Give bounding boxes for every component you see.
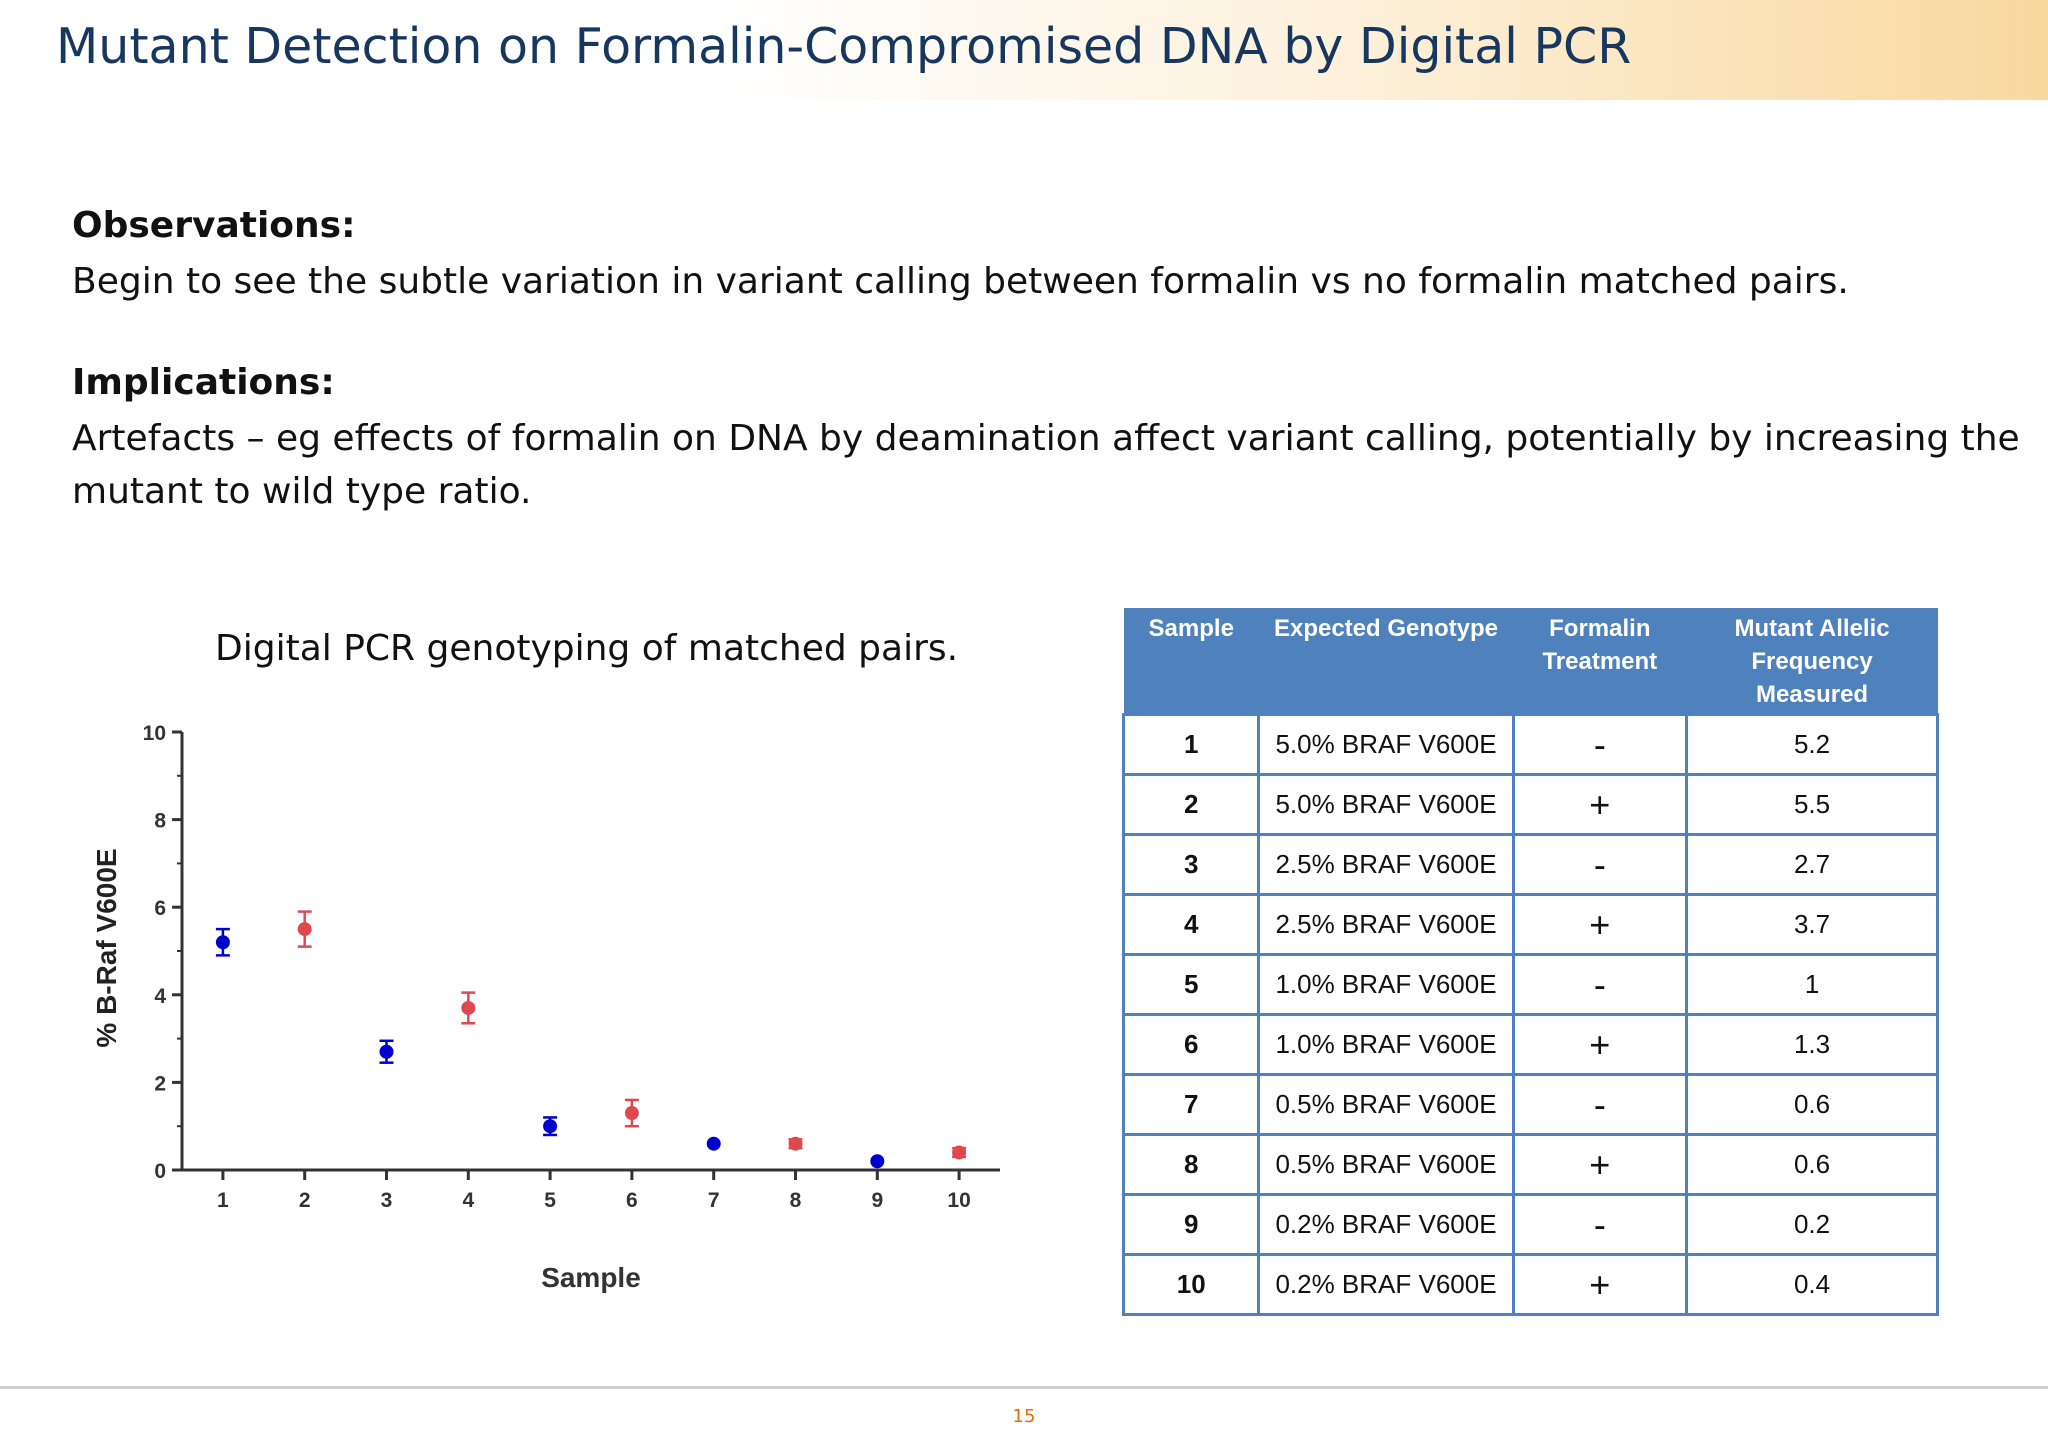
x-tick-label: 10	[947, 1189, 970, 1212]
x-tick-label: 4	[462, 1189, 474, 1212]
cell-expected-genotype: 0.5% BRAF V600E	[1257, 1073, 1515, 1136]
x-tick-label: 6	[626, 1189, 638, 1212]
cell-expected-genotype: 0.5% BRAF V600E	[1257, 1133, 1515, 1196]
implications-heading: Implications:	[72, 362, 335, 403]
x-tick-label: 9	[871, 1189, 883, 1212]
header-sample: Sample	[1123, 608, 1259, 715]
x-tick-label: 1	[217, 1189, 229, 1212]
y-tick-label: 10	[143, 722, 166, 745]
y-tick-label: 6	[154, 897, 166, 920]
table-row: 4 2.5% BRAF V600E +3.7	[1121, 893, 1939, 956]
data-point	[952, 1145, 967, 1160]
x-tick-label: 7	[708, 1189, 720, 1212]
implications-text: Artefacts – eg effects of formalin on DN…	[72, 418, 2020, 512]
cell-formalin-treatment: +	[1511, 1253, 1689, 1316]
cell-formalin-treatment: -	[1511, 833, 1689, 896]
cell-formalin-treatment: +	[1511, 893, 1689, 956]
cell-sample: 1	[1121, 713, 1261, 776]
cell-mutant-allelic-frequency: 5.5	[1685, 773, 1939, 836]
cell-expected-genotype: 1.0% BRAF V600E	[1257, 1013, 1515, 1076]
table-row: 2 5.0% BRAF V600E +5.5	[1121, 773, 1939, 836]
slide-title: Mutant Detection on Formalin-Compromised…	[56, 18, 1632, 75]
cell-sample: 2	[1121, 773, 1261, 836]
cell-mutant-allelic-frequency: 3.7	[1685, 893, 1939, 956]
cell-sample: 3	[1121, 833, 1261, 896]
data-point	[461, 1000, 476, 1015]
cell-mutant-allelic-frequency: 5.2	[1685, 713, 1939, 776]
table-row: 9 0.2% BRAF V600E -0.2	[1121, 1193, 1939, 1256]
y-axis-label: % B-Raf V600E	[91, 848, 122, 1047]
table-row: 5 1.0% BRAF V600E -1	[1121, 953, 1939, 1016]
data-point	[624, 1106, 639, 1121]
x-tick-label: 2	[299, 1189, 311, 1212]
y-tick-label: 0	[154, 1160, 166, 1183]
x-tick-label: 8	[790, 1189, 802, 1212]
data-point	[215, 935, 230, 950]
y-tick-label: 8	[154, 810, 166, 833]
cell-mutant-allelic-frequency: 0.6	[1685, 1133, 1939, 1196]
table-row: 1 5.0% BRAF V600E -5.2	[1121, 713, 1939, 776]
observations-heading: Observations:	[72, 205, 356, 246]
table-body: 1 5.0% BRAF V600E -5.2 2 5.0% BRAF V600E +5.5…	[1121, 713, 1939, 1316]
cell-mutant-allelic-frequency: 2.7	[1685, 833, 1939, 896]
cell-sample: 9	[1121, 1193, 1261, 1256]
header-expected-genotype: Expected Genotype	[1258, 608, 1514, 715]
cell-sample: 6	[1121, 1013, 1261, 1076]
x-tick-label: 3	[381, 1189, 393, 1212]
cell-sample: 5	[1121, 953, 1261, 1016]
cell-expected-genotype: 0.2% BRAF V600E	[1257, 1253, 1515, 1316]
header-band	[0, 0, 2048, 100]
y-tick-label: 4	[154, 985, 166, 1008]
table-row: 10 0.2% BRAF V600E +0.4	[1121, 1253, 1939, 1316]
cell-sample: 4	[1121, 893, 1261, 956]
table-row: 8 0.5% BRAF V600E +0.6	[1121, 1133, 1939, 1196]
cell-expected-genotype: 0.2% BRAF V600E	[1257, 1193, 1515, 1256]
x-tick-label: 5	[544, 1189, 556, 1212]
genotype-table: Sample Expected Genotype Formalin Treatmen…	[1121, 608, 1939, 1316]
footer-divider	[0, 1386, 2048, 1389]
page-number: 15	[1012, 1406, 1036, 1427]
table-row: 6 1.0% BRAF V600E +1.3	[1121, 1013, 1939, 1076]
cell-mutant-allelic-frequency: 0.4	[1685, 1253, 1939, 1316]
cell-expected-genotype: 2.5% BRAF V600E	[1257, 833, 1515, 896]
cell-sample: 7	[1121, 1073, 1261, 1136]
cell-formalin-treatment: +	[1511, 1013, 1689, 1076]
header-formalin-treatment: Formalin Treatment	[1513, 608, 1687, 715]
cell-mutant-allelic-frequency: 0.2	[1685, 1193, 1939, 1256]
data-point	[788, 1136, 803, 1151]
data-point	[706, 1136, 721, 1151]
cell-formalin-treatment: -	[1511, 1193, 1689, 1256]
cell-formalin-treatment: -	[1511, 1073, 1689, 1136]
cell-mutant-allelic-frequency: 1.3	[1685, 1013, 1939, 1076]
cell-mutant-allelic-frequency: 0.6	[1685, 1073, 1939, 1136]
header-mutant-allelic-frequency: Mutant Allelic Frequency Measured	[1686, 608, 1938, 715]
cell-sample: 8	[1121, 1133, 1261, 1196]
data-point	[297, 922, 312, 937]
cell-mutant-allelic-frequency: 1	[1685, 953, 1939, 1016]
chart-caption: Digital PCR genotyping of matched pairs.	[215, 628, 959, 669]
table-row: 3 2.5% BRAF V600E -2.7	[1121, 833, 1939, 896]
cell-formalin-treatment: -	[1511, 713, 1689, 776]
data-point	[379, 1044, 394, 1059]
cell-formalin-treatment: -	[1511, 953, 1689, 1016]
data-point	[870, 1154, 885, 1169]
data-point	[543, 1119, 558, 1134]
table-header-row: Sample Expected Genotype Formalin Treatmen…	[1123, 608, 1938, 715]
cell-expected-genotype: 1.0% BRAF V600E	[1257, 953, 1515, 1016]
cell-expected-genotype: 5.0% BRAF V600E	[1257, 773, 1515, 836]
x-axis-label: Sample	[541, 1262, 641, 1293]
cell-formalin-treatment: +	[1511, 773, 1689, 836]
cell-formalin-treatment: +	[1511, 1133, 1689, 1196]
cell-expected-genotype: 2.5% BRAF V600E	[1257, 893, 1515, 956]
cell-sample: 10	[1121, 1253, 1261, 1316]
observations-text: Begin to see the subtle variation in var…	[72, 261, 1849, 302]
table-row: 7 0.5% BRAF V600E -0.6	[1121, 1073, 1939, 1136]
cell-expected-genotype: 5.0% BRAF V600E	[1257, 713, 1515, 776]
y-tick-label: 2	[154, 1072, 166, 1095]
